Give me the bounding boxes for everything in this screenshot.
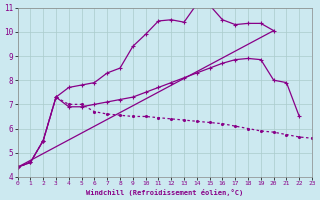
X-axis label: Windchill (Refroidissement éolien,°C): Windchill (Refroidissement éolien,°C) [86, 189, 244, 196]
